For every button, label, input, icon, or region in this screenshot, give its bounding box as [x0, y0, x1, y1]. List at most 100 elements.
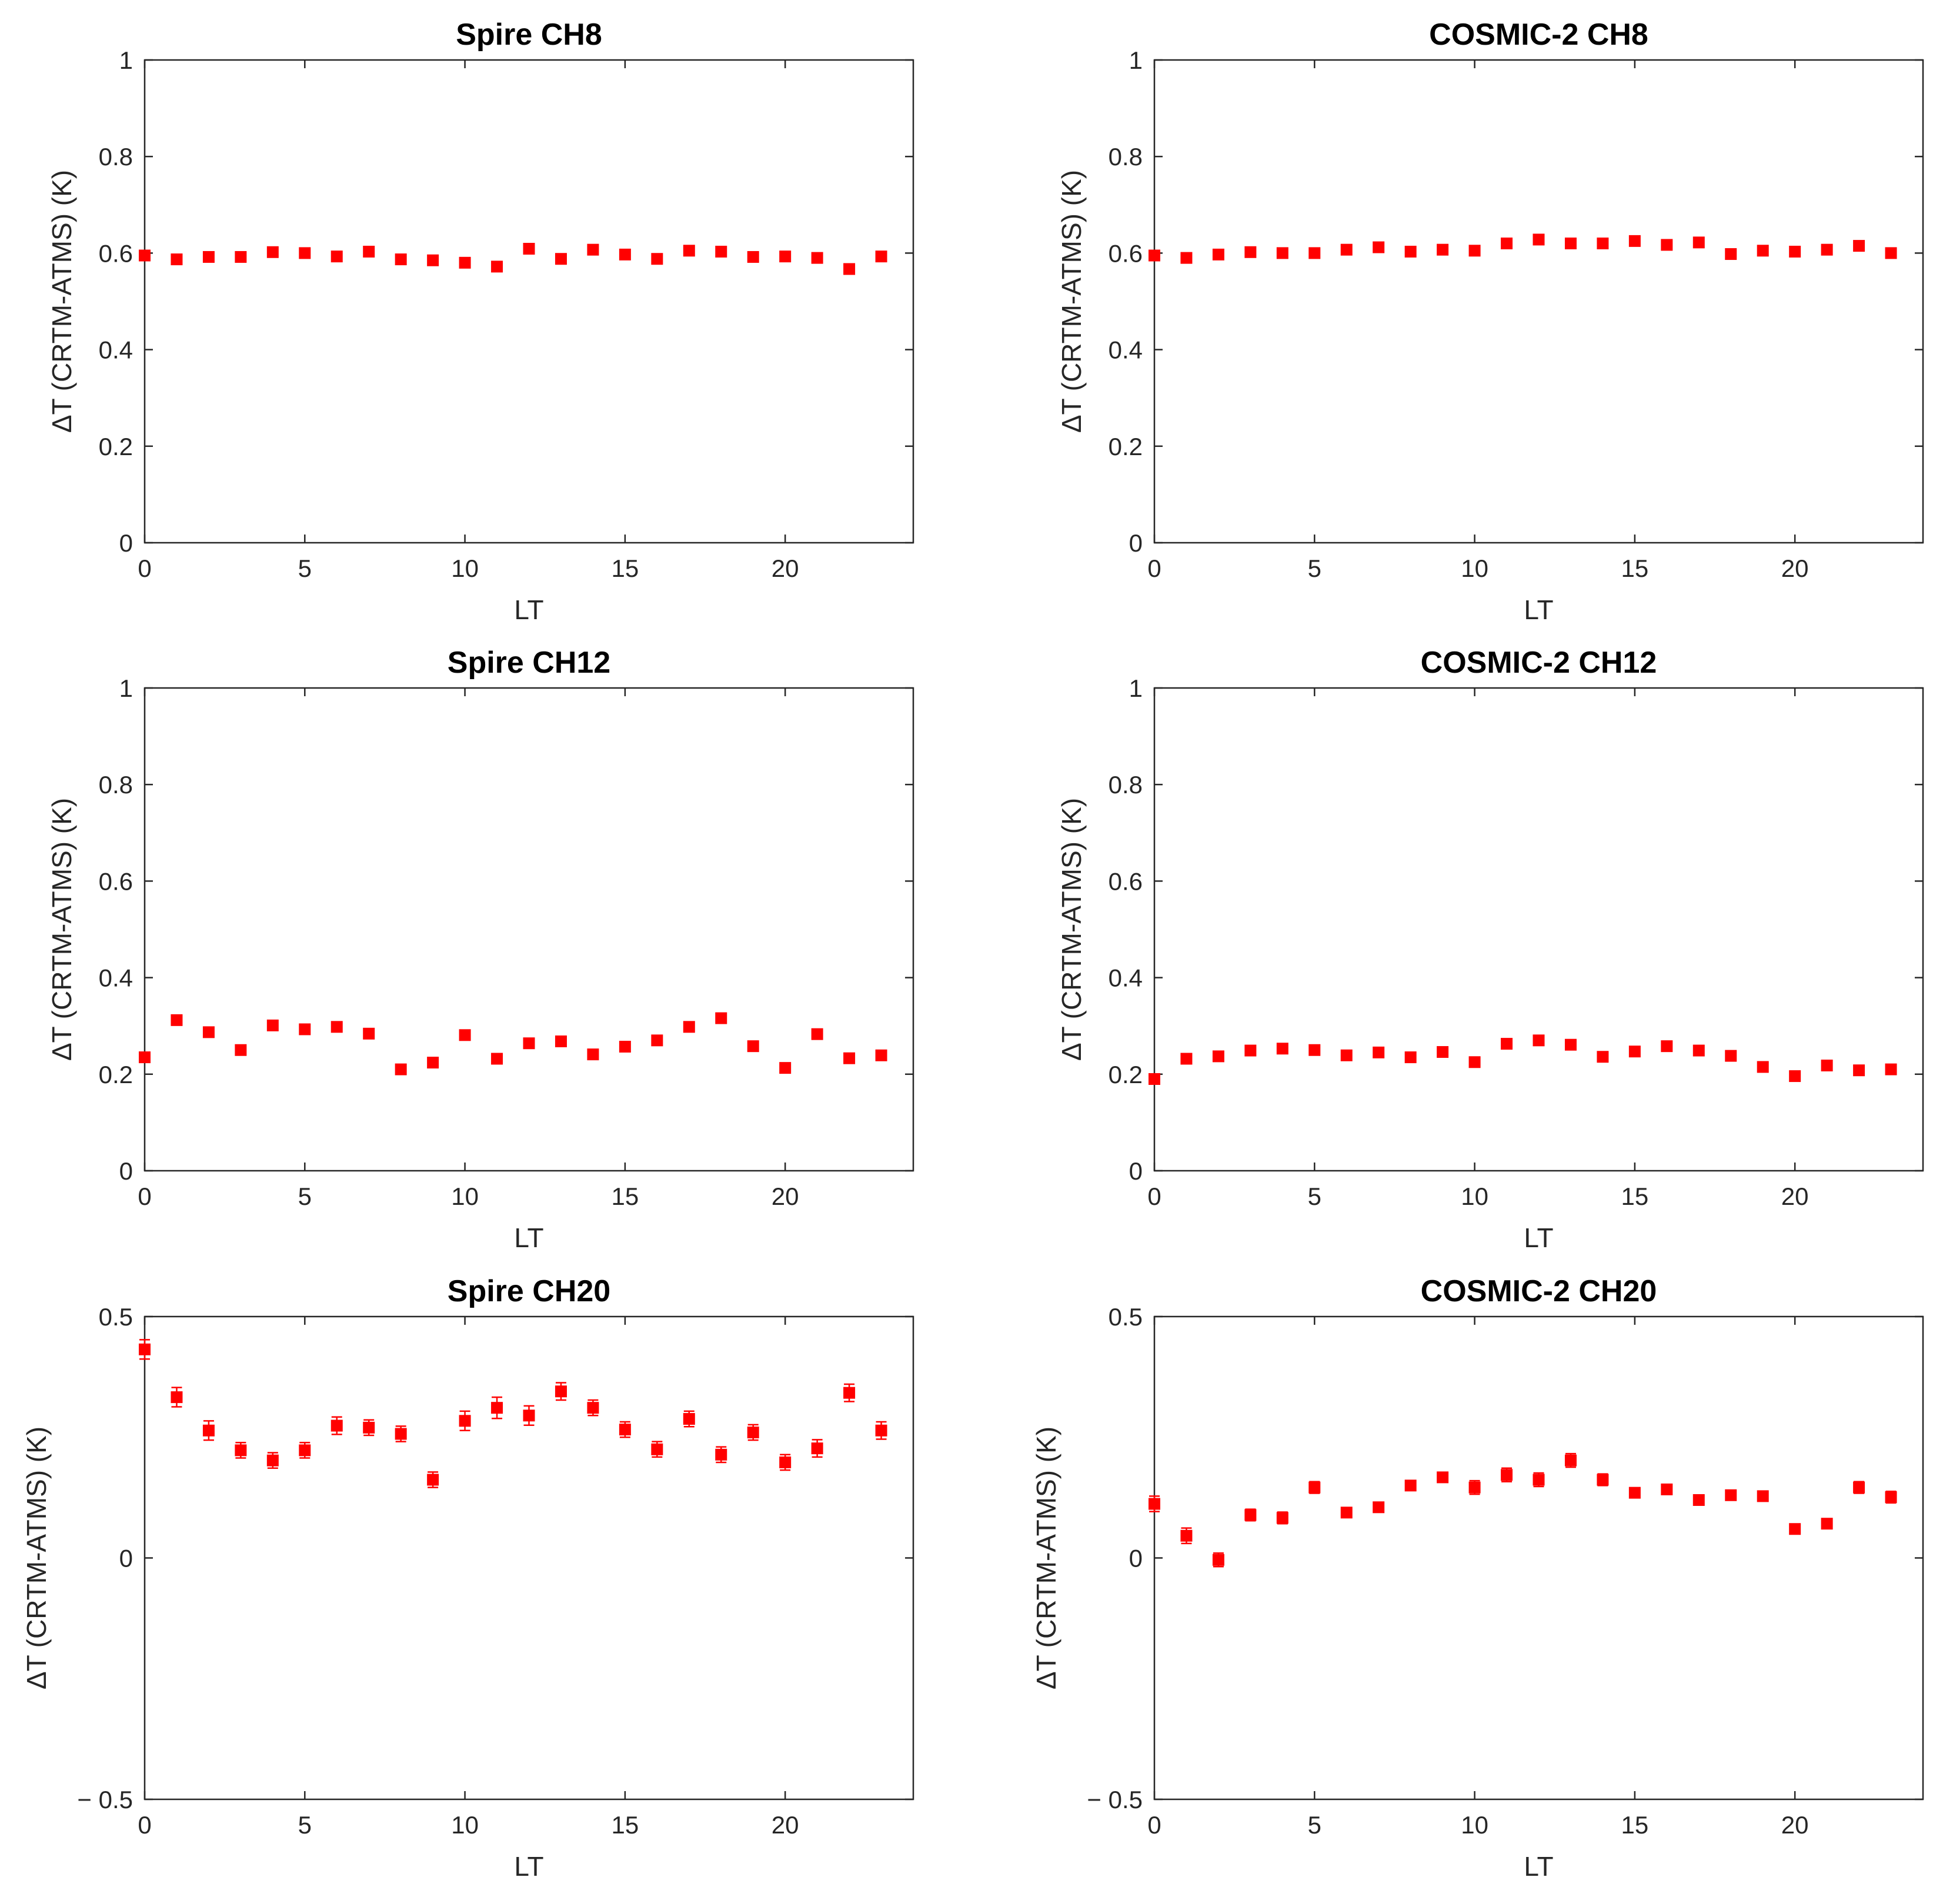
- y-tick-label: 0: [1129, 529, 1143, 557]
- data-series: [139, 243, 887, 275]
- x-tick-label: 15: [612, 1183, 639, 1210]
- data-point: [363, 245, 375, 258]
- data-marker: [1373, 1501, 1385, 1514]
- y-tick-label: 0.8: [1109, 771, 1143, 799]
- x-tick-label: 10: [1461, 1183, 1488, 1210]
- data-marker: [1725, 248, 1737, 260]
- data-point: [843, 263, 856, 275]
- x-tick-label: 15: [1621, 1811, 1649, 1839]
- data-marker: [1628, 1487, 1641, 1499]
- chart-title: Spire CH12: [448, 646, 610, 680]
- data-marker: [1340, 1049, 1353, 1061]
- plot-frame: [1153, 687, 1924, 1172]
- x-tick-label: 20: [772, 555, 799, 582]
- data-point: [427, 1471, 439, 1488]
- data-marker: [555, 253, 567, 265]
- chart-title: COSMIC-2 CH8: [1429, 18, 1648, 52]
- data-point: [1468, 1056, 1481, 1068]
- data-point: [266, 1019, 279, 1031]
- data-marker: [1692, 236, 1705, 249]
- data-marker: [1789, 1523, 1801, 1535]
- data-point: [683, 245, 695, 257]
- plot-frame: [1153, 1315, 1924, 1801]
- data-point: [619, 1041, 631, 1053]
- y-tick-label: 0.6: [99, 867, 133, 895]
- data-marker: [1437, 1471, 1449, 1484]
- y-axis-label: ΔT (CRTM-ATMS) (K): [21, 1427, 52, 1689]
- data-point: [330, 1021, 343, 1033]
- data-marker: [330, 1419, 343, 1432]
- data-point: [139, 1339, 151, 1360]
- data-marker: [1404, 1051, 1417, 1064]
- data-point: [1244, 246, 1257, 258]
- data-marker: [299, 1444, 311, 1457]
- data-series: [139, 1012, 887, 1075]
- x-tick-label: 0: [138, 555, 151, 582]
- data-point: [1149, 1073, 1160, 1085]
- data-marker: [139, 249, 151, 262]
- data-marker: [299, 247, 311, 259]
- data-point: [491, 1053, 503, 1065]
- data-point: [1661, 1483, 1673, 1495]
- data-marker: [715, 1012, 727, 1024]
- data-point: [202, 1026, 215, 1038]
- data-marker: [363, 245, 375, 258]
- data-point: [459, 256, 471, 269]
- data-point: [1789, 1070, 1801, 1083]
- data-marker: [459, 1029, 471, 1041]
- plot-frame: [1153, 59, 1924, 544]
- data-point: [1180, 1527, 1193, 1545]
- data-marker: [1276, 1043, 1288, 1055]
- y-axis-label: ΔT (CRTM-ATMS) (K): [1056, 170, 1087, 433]
- data-point: [555, 253, 567, 265]
- x-tick-label: 10: [1461, 1811, 1488, 1839]
- data-marker: [523, 1409, 535, 1422]
- data-point: [1501, 1467, 1513, 1483]
- y-tick-label: 0.5: [99, 1303, 133, 1331]
- data-marker: [1149, 249, 1160, 262]
- data-point: [395, 1425, 407, 1442]
- data-marker: [171, 253, 183, 266]
- y-tick-label: 0: [1129, 1157, 1143, 1185]
- data-marker: [1692, 1044, 1705, 1057]
- data-point: [1468, 245, 1481, 257]
- data-marker: [779, 250, 792, 263]
- data-marker: [811, 252, 823, 264]
- data-marker: [619, 248, 631, 260]
- data-point: [1501, 237, 1513, 249]
- x-tick-label: 0: [1147, 555, 1161, 582]
- data-marker: [1628, 235, 1641, 247]
- data-marker: [651, 1443, 663, 1455]
- data-point: [651, 253, 663, 265]
- data-marker: [1180, 252, 1193, 264]
- y-tick-label: 0.4: [99, 964, 133, 992]
- data-point: [747, 1040, 759, 1053]
- data-marker: [1340, 243, 1353, 256]
- panel-1: Spire CH8 0 5 10 15 20 0 0.2 0.4 0.6 0.8 1 LT ΔT (CRT…: [46, 18, 914, 625]
- data-point: [1821, 1060, 1833, 1072]
- data-marker: [395, 1063, 407, 1075]
- data-point: [1725, 248, 1737, 260]
- x-tick-label: 0: [1147, 1811, 1161, 1839]
- data-marker: [1757, 1490, 1769, 1502]
- data-marker: [427, 1057, 439, 1069]
- data-point: [1212, 248, 1224, 260]
- data-point: [1212, 1050, 1224, 1063]
- y-tick-label: 1: [1129, 674, 1143, 702]
- data-marker: [523, 1037, 535, 1050]
- data-point: [1308, 247, 1321, 259]
- data-point: [587, 1399, 599, 1417]
- data-point: [1661, 1040, 1673, 1053]
- data-point: [427, 254, 439, 266]
- data-point: [266, 1452, 279, 1469]
- data-point: [202, 1420, 215, 1441]
- data-point: [651, 1441, 663, 1458]
- data-point: [555, 1382, 567, 1401]
- data-point: [843, 1383, 856, 1402]
- data-point: [1597, 237, 1609, 249]
- data-point: [779, 1454, 792, 1471]
- data-marker: [587, 1048, 599, 1061]
- data-point: [715, 1446, 727, 1464]
